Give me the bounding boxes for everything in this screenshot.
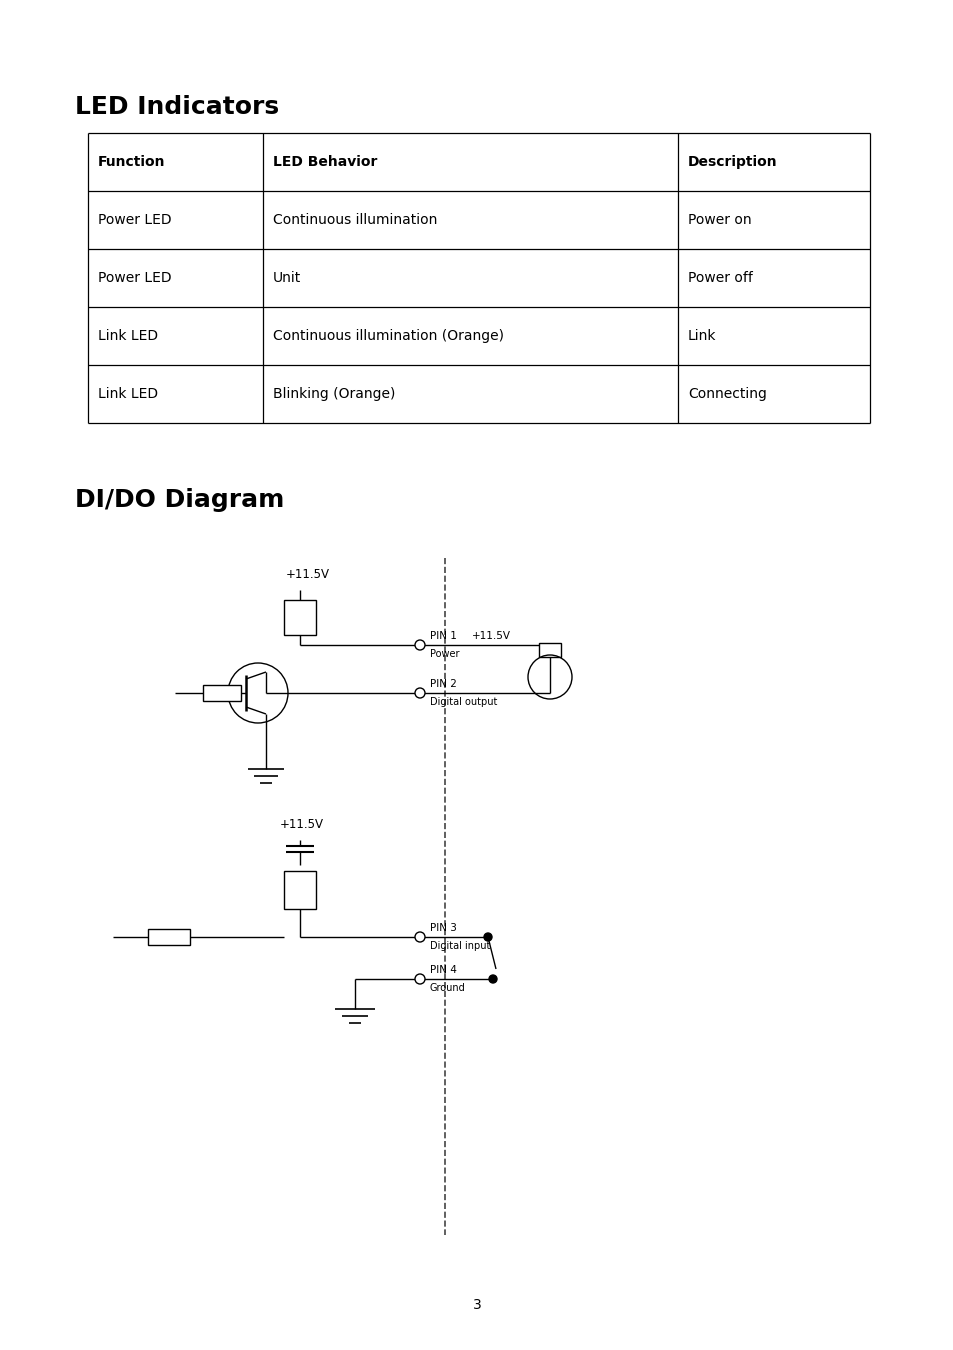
Text: LED Behavior: LED Behavior bbox=[273, 155, 377, 169]
Text: Ground: Ground bbox=[430, 983, 465, 994]
Text: Continuous illumination (Orange): Continuous illumination (Orange) bbox=[273, 329, 503, 343]
Text: PIN 4: PIN 4 bbox=[430, 965, 456, 975]
Text: Continuous illumination: Continuous illumination bbox=[273, 213, 436, 227]
Circle shape bbox=[415, 931, 424, 942]
Text: Digital output: Digital output bbox=[430, 697, 497, 707]
Text: Link LED: Link LED bbox=[98, 329, 158, 343]
Text: LED Indicators: LED Indicators bbox=[75, 95, 279, 119]
Text: Unit: Unit bbox=[273, 271, 301, 285]
Text: +11.5V: +11.5V bbox=[286, 568, 330, 580]
Circle shape bbox=[415, 640, 424, 649]
Text: Link LED: Link LED bbox=[98, 387, 158, 401]
Text: Blinking (Orange): Blinking (Orange) bbox=[273, 387, 395, 401]
Bar bbox=[284, 599, 315, 634]
Circle shape bbox=[415, 973, 424, 984]
Text: PIN 1: PIN 1 bbox=[430, 630, 456, 641]
Circle shape bbox=[415, 688, 424, 698]
Text: PIN 3: PIN 3 bbox=[430, 923, 456, 933]
Text: Power LED: Power LED bbox=[98, 271, 172, 285]
Text: Power: Power bbox=[430, 649, 459, 659]
Text: DI/DO Diagram: DI/DO Diagram bbox=[75, 487, 284, 512]
Text: Power LED: Power LED bbox=[98, 213, 172, 227]
Text: Power on: Power on bbox=[687, 213, 751, 227]
Circle shape bbox=[489, 975, 497, 983]
Bar bbox=[203, 684, 241, 701]
Text: PIN 2: PIN 2 bbox=[430, 679, 456, 688]
Text: Power off: Power off bbox=[687, 271, 752, 285]
Text: 3: 3 bbox=[472, 1297, 481, 1312]
Text: Digital input: Digital input bbox=[430, 941, 490, 950]
Text: Connecting: Connecting bbox=[687, 387, 766, 401]
Text: Link: Link bbox=[687, 329, 716, 343]
Text: Description: Description bbox=[687, 155, 777, 169]
Bar bbox=[284, 871, 315, 909]
Circle shape bbox=[483, 933, 492, 941]
Bar bbox=[148, 929, 190, 945]
Bar bbox=[538, 643, 560, 657]
Text: +11.5V: +11.5V bbox=[472, 630, 511, 641]
Text: +11.5V: +11.5V bbox=[280, 818, 324, 832]
Text: Function: Function bbox=[98, 155, 165, 169]
